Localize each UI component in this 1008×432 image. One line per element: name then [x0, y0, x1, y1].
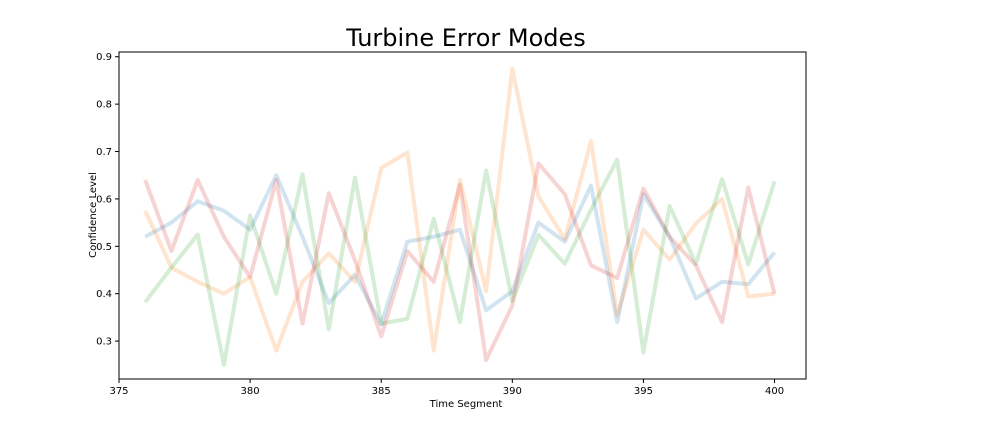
x-tick-label: 380: [241, 386, 260, 397]
x-tick-label: 400: [765, 386, 784, 397]
x-axis-label: Time Segment: [429, 399, 503, 410]
x-axis-ticks: 375 380 385 390 395 400: [109, 379, 784, 397]
x-tick-label: 385: [372, 386, 391, 397]
y-tick-label: 0.3: [96, 337, 112, 348]
y-axis-label: Confidence Level: [88, 172, 99, 258]
series-line-3: [143, 157, 777, 367]
series-line-1: [144, 173, 777, 327]
chart-title: Turbine Error Modes: [345, 24, 586, 52]
x-tick-label: 390: [503, 386, 522, 397]
plot-frame: [118, 51, 807, 380]
y-tick-label: 0.7: [96, 147, 112, 158]
plot-lines: [143, 66, 777, 367]
series-line-4: [143, 161, 777, 362]
y-tick-label: 0.5: [96, 242, 112, 253]
x-tick-label: 375: [109, 386, 128, 397]
x-tick-label: 395: [634, 386, 653, 397]
y-axis-ticks: 0.3 0.4 0.5 0.6 0.7 0.8 0.9: [96, 52, 119, 348]
series-line-2: [143, 66, 775, 353]
y-tick-label: 0.9: [96, 52, 112, 63]
y-tick-label: 0.6: [96, 194, 112, 205]
y-tick-label: 0.4: [96, 289, 112, 300]
y-tick-label: 0.8: [96, 100, 112, 111]
